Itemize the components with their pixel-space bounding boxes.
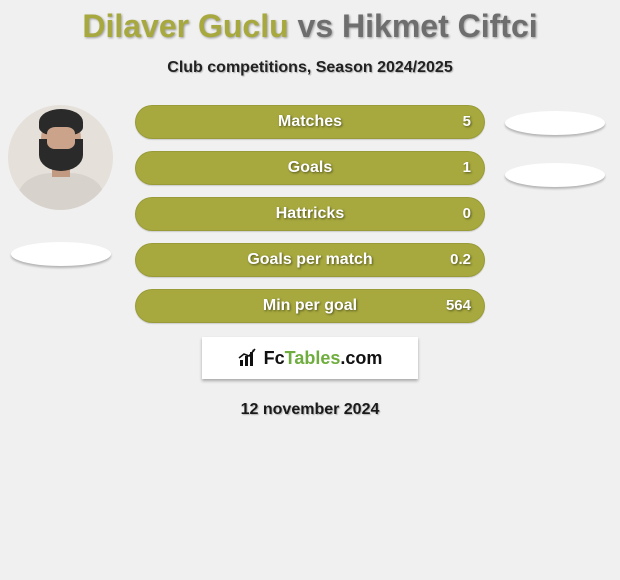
stat-bar: Goals1 bbox=[135, 151, 485, 185]
player1-avatar bbox=[8, 105, 113, 210]
stat-label: Min per goal bbox=[135, 289, 485, 323]
logo-box: FcTables.com bbox=[202, 337, 418, 379]
stat-label: Hattricks bbox=[135, 197, 485, 231]
player2-shadow-2 bbox=[505, 163, 605, 187]
stat-bars: Matches5Goals1Hattricks0Goals per match0… bbox=[135, 105, 485, 323]
main-content: Matches5Goals1Hattricks0Goals per match0… bbox=[0, 105, 620, 323]
vs-label: vs bbox=[298, 8, 334, 44]
stat-value: 5 bbox=[463, 105, 471, 139]
stat-bar: Min per goal564 bbox=[135, 289, 485, 323]
stat-bar: Matches5 bbox=[135, 105, 485, 139]
stat-value: 0.2 bbox=[450, 243, 471, 277]
stat-label: Goals per match bbox=[135, 243, 485, 277]
player2-column bbox=[500, 105, 610, 187]
player1-shadow bbox=[11, 242, 111, 266]
stat-value: 1 bbox=[463, 151, 471, 185]
stat-bar: Goals per match0.2 bbox=[135, 243, 485, 277]
logo-text: FcTables.com bbox=[264, 348, 383, 369]
player1-column bbox=[8, 105, 113, 266]
chart-icon bbox=[238, 348, 260, 368]
stat-value: 0 bbox=[463, 197, 471, 231]
stat-value: 564 bbox=[446, 289, 471, 323]
logo-prefix: Fc bbox=[264, 348, 285, 368]
player2-shadow-1 bbox=[505, 111, 605, 135]
stat-label: Goals bbox=[135, 151, 485, 185]
stat-bar: Hattricks0 bbox=[135, 197, 485, 231]
player2-name: Hikmet Ciftci bbox=[342, 8, 538, 44]
date-text: 12 november 2024 bbox=[0, 401, 620, 419]
player1-name: Dilaver Guclu bbox=[82, 8, 288, 44]
logo-main: Tables bbox=[285, 348, 341, 368]
comparison-title: Dilaver Guclu vs Hikmet Ciftci bbox=[0, 0, 620, 45]
stat-label: Matches bbox=[135, 105, 485, 139]
subtitle-text: Club competitions, Season 2024/2025 bbox=[0, 59, 620, 77]
logo-suffix: .com bbox=[340, 348, 382, 368]
